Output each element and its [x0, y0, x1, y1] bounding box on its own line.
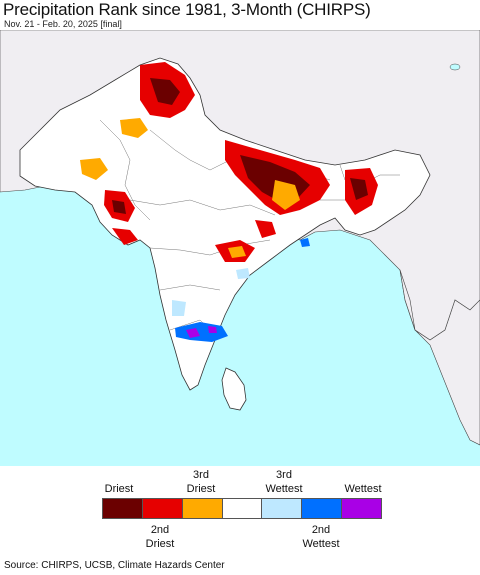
wet-anomalies — [172, 238, 310, 342]
legend-swatch-3rd-wettest — [262, 499, 303, 518]
south-asia-land — [19, 57, 431, 391]
bengal-wet-patch — [300, 238, 310, 247]
legend-swatch-wettest — [342, 499, 382, 518]
outside-land-southeast — [399, 269, 480, 446]
source-credit: Source: CHIRPS, UCSB, Climate Hazards Ce… — [4, 560, 225, 571]
precipitation-rank-map — [0, 30, 480, 466]
lake — [449, 63, 461, 71]
legend-swatch-normal — [222, 499, 263, 518]
legend-color-bar — [102, 498, 382, 519]
legend-swatch-driest — [103, 499, 143, 518]
south-india-wettest-2 — [208, 326, 217, 333]
central-third-dry — [228, 246, 246, 258]
map-subtitle: Nov. 21 - Feb. 20, 2025 [final] — [4, 19, 122, 29]
east-third-wet — [236, 268, 250, 279]
south-india-wettest — [186, 328, 200, 338]
northeast-driest-area — [350, 178, 368, 200]
south-india-third-wet — [172, 300, 186, 316]
legend-label-3rd-driest: 3rd Driest — [186, 469, 216, 495]
north-driest-area — [150, 78, 180, 105]
sri-lanka — [221, 367, 247, 411]
legend-label-2nd-driest: 2nd Driest — [145, 524, 175, 550]
map-title: Precipitation Rank since 1981, 3-Month (… — [3, 0, 371, 19]
gujarat-driest-area — [112, 200, 126, 214]
legend-label-2nd-wettest: 2nd Wettest — [302, 524, 340, 550]
gujarat-south-dry — [112, 228, 138, 245]
legend-label-driest: Driest — [104, 483, 134, 495]
west-third-dry — [80, 158, 108, 180]
legend-swatch-2nd-driest — [142, 499, 183, 518]
legend-label-3rd-wettest: 3rd Wettest — [265, 469, 303, 495]
legend-swatch-2nd-wettest — [302, 499, 343, 518]
east-dry-patch — [255, 220, 276, 238]
gangetic-third-dry — [272, 180, 300, 210]
dry-anomalies — [80, 62, 378, 262]
north-third-dry — [120, 118, 148, 138]
legend-swatch-3rd-driest — [182, 499, 223, 518]
legend-label-wettest: Wettest — [344, 483, 382, 495]
